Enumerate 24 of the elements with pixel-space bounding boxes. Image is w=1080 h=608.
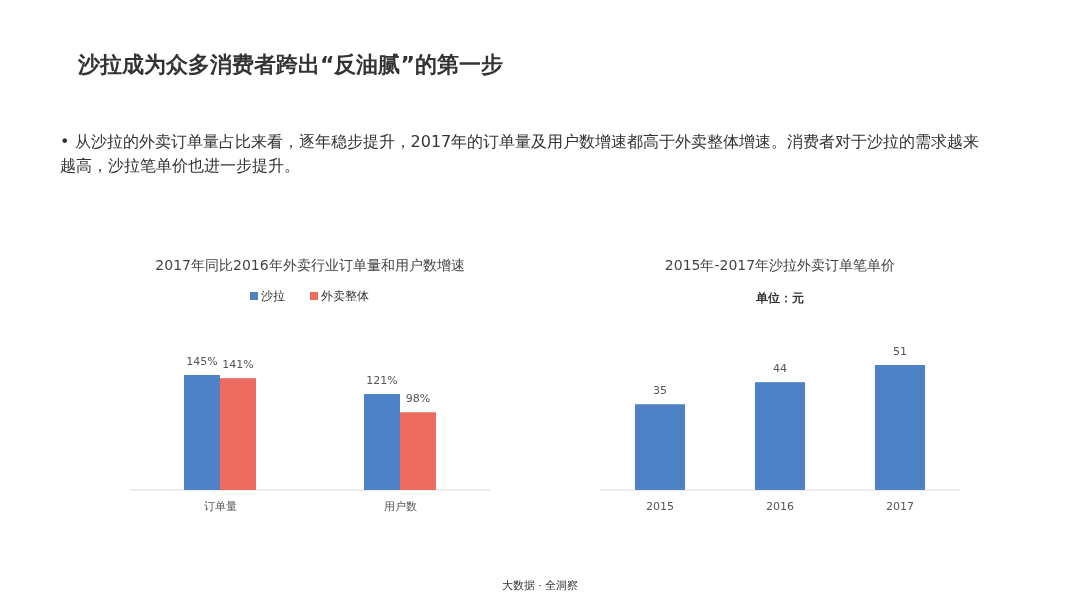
bar (364, 394, 400, 490)
x-tick-label: 2016 (766, 500, 794, 513)
chart-title: 2017年同比2016年外卖行业订单量和用户数增速 (155, 257, 465, 273)
x-tick-label: 2017 (886, 500, 914, 513)
data-label: 98% (405, 392, 431, 406)
bar (220, 378, 256, 490)
data-label: 121% (366, 374, 398, 388)
chart-subtitle: 单位：元 (755, 291, 804, 305)
x-tick-label: 2015 (646, 500, 674, 513)
data-label: 44 (773, 362, 787, 376)
x-tick-label: 订单量 (203, 500, 237, 513)
text: • 从沙拉的外卖订单量占比来看，逐年稳步提升，2017年的订单量及用户数增速都高于外卖整体增速。消费者对于沙拉的需求越来越高，沙拉笔单价也进一步提升。 (60, 131, 981, 177)
data-label: 35 (653, 384, 667, 398)
bar (400, 412, 436, 490)
bar (184, 375, 220, 490)
chart-title: 2015年-2017年沙拉外卖订单笔单价 (664, 257, 896, 273)
data-label: 141% (222, 358, 254, 372)
data-label: 145% (186, 355, 218, 368)
data-label: 51 (893, 345, 907, 358)
text: 沙拉成为众多消费者跨出“反油腻”的第一步 (78, 51, 503, 79)
legend-label: 沙拉 (261, 289, 285, 303)
x-tick-label: 用户数 (383, 500, 417, 513)
legend-label: 外卖整体 (321, 289, 369, 303)
text: 大数据 · 全洞察 (500, 578, 580, 593)
